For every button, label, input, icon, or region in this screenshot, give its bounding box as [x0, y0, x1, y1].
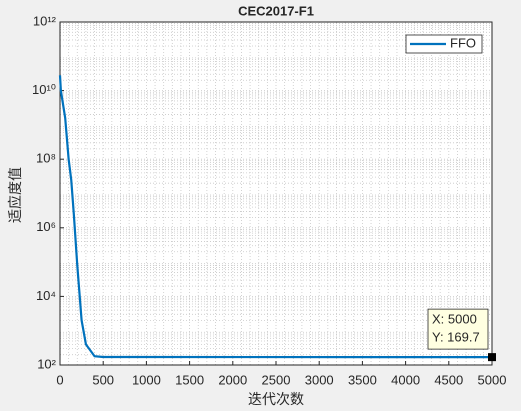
series-line [58, 75, 493, 359]
y-tick-label: 10⁶ [36, 219, 56, 234]
x-tick-label: 500 [92, 372, 114, 387]
y-tick-label: 10¹² [33, 13, 57, 28]
x-tick-label: 3500 [348, 372, 377, 387]
x-tick-label: 4000 [391, 372, 420, 387]
y-axis-label: 适应度值 [7, 167, 24, 223]
x-tick-label: 0 [56, 372, 63, 387]
x-tick-label: 2000 [218, 372, 247, 387]
x-axis-label: 迭代次数 [248, 392, 304, 408]
x-tick-label: 1000 [132, 372, 161, 387]
datatip-marker [488, 353, 496, 362]
y-tick-label: 10⁸ [36, 151, 56, 166]
x-tick-label: 3000 [305, 372, 334, 387]
chart-title: CEC2017-F1 [238, 3, 314, 18]
x-tick-label: 5000 [478, 372, 507, 387]
x-tick-label: 1500 [175, 372, 204, 387]
axes-box [59, 21, 493, 366]
datatip-y: Y: 169.7 [432, 330, 480, 345]
datatip-box [427, 308, 489, 350]
y-tick-label: 10² [37, 356, 56, 371]
y-tick-label: 10¹⁰ [32, 82, 56, 97]
x-tick-label: 4500 [434, 372, 463, 387]
x-tick-label: 2500 [262, 372, 291, 387]
y-tick-label: 10⁴ [36, 288, 56, 303]
legend-label: FFO [450, 35, 476, 50]
datatip-x: X: 5000 [432, 312, 477, 327]
